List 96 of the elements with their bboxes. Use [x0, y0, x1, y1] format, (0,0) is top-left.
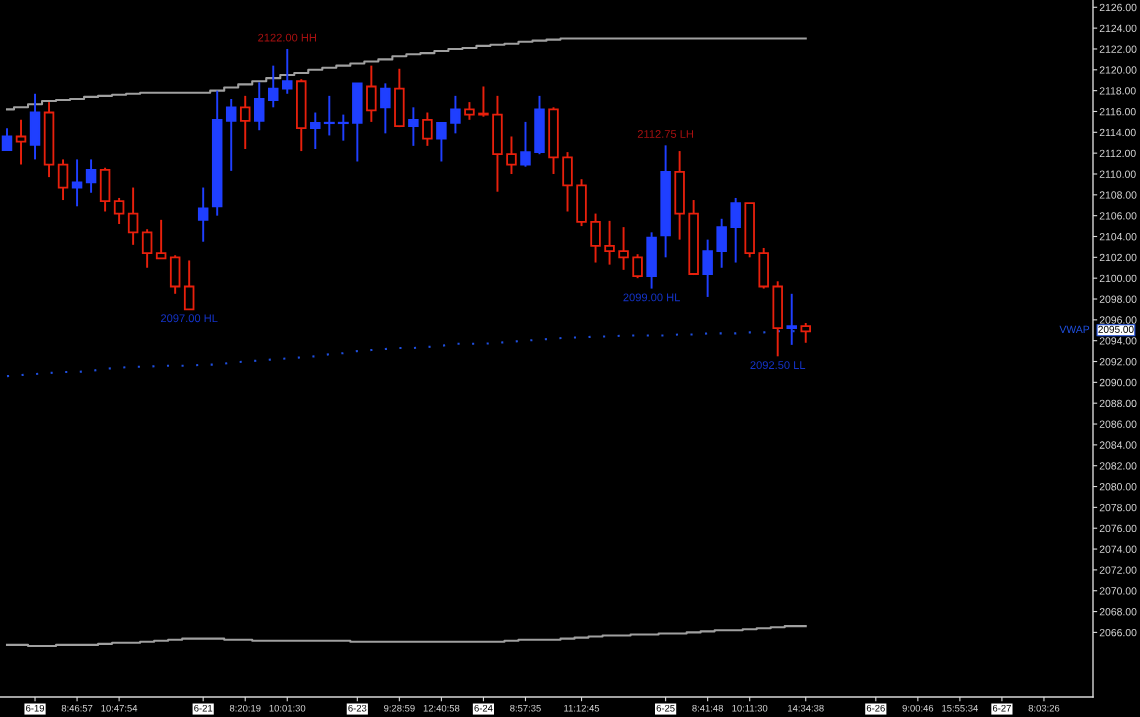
- y-tick-label: 2066.00: [1099, 628, 1137, 637]
- candlestick: [436, 121, 447, 163]
- annotation: 2092.50 LL: [750, 361, 806, 370]
- y-tick-label: 2088.00: [1099, 399, 1137, 408]
- x-tick-label: 10:01:30: [269, 704, 306, 712]
- candlestick: [183, 259, 195, 311]
- y-tick-label: 2074.00: [1099, 545, 1137, 553]
- x-tick-label: 15:55:34: [942, 704, 978, 712]
- annotation: 2112.75 LH: [637, 130, 694, 138]
- candlestick: [197, 186, 209, 243]
- y-tick-label: 2100.00: [1099, 274, 1137, 283]
- candlestick: [310, 111, 321, 150]
- annotation: 2097.00 HL: [161, 314, 218, 323]
- y-tick-label: 2086.00: [1099, 420, 1137, 428]
- y-tick-label: 2118.00: [1099, 87, 1136, 95]
- candlestick: [57, 158, 69, 202]
- annotation: 2122.00 HH: [258, 33, 317, 42]
- candlestick: [506, 135, 517, 175]
- x-tick-label: 9:00:46: [902, 704, 934, 712]
- candlestick: [632, 253, 643, 280]
- candlestick: [323, 94, 335, 137]
- x-tick-label: 8:03:26: [1028, 704, 1060, 712]
- y-tick-label: 2126.00: [1099, 3, 1137, 12]
- candlestick: [702, 238, 713, 298]
- y-tick-label: 2094.00: [1099, 337, 1137, 345]
- candlestick: [155, 218, 167, 260]
- x-tick-label: 10:11:30: [732, 704, 768, 712]
- x-tick-label: 6-23: [348, 704, 367, 712]
- candlestick: [450, 94, 461, 135]
- y-tick-label: 2122.00: [1099, 45, 1137, 53]
- x-tick-label: 6-19: [26, 704, 45, 712]
- x-tick-label: 8:57:35: [510, 704, 541, 712]
- y-tick-label: 2106.00: [1099, 212, 1137, 220]
- candlestick: [716, 217, 727, 269]
- annotation: 2099.00 HL: [623, 293, 680, 302]
- y-tick-label: 2080.00: [1099, 483, 1137, 491]
- candlestick: [337, 113, 349, 142]
- x-tick-label: 11:12:45: [564, 704, 600, 712]
- candlestick: [239, 94, 251, 150]
- y-tick-label: 2098.00: [1099, 295, 1137, 303]
- y-tick-label: 2070.00: [1099, 587, 1137, 595]
- candlestick: [225, 98, 237, 172]
- y-tick-label: 2124.00: [1099, 24, 1137, 33]
- x-tick-label: 8:46:57: [61, 704, 93, 712]
- candlestick: [253, 81, 265, 132]
- y-tick-label: 2116.00: [1099, 107, 1136, 116]
- candlestick: [1, 127, 13, 151]
- y-tick-label: 2096.00: [1099, 316, 1137, 324]
- candlestick: [730, 196, 741, 264]
- candlestick: [282, 48, 293, 95]
- candlestick: [366, 64, 377, 123]
- y-tick-label: 2102.00: [1099, 253, 1137, 262]
- x-tick-label: 12:40:58: [423, 704, 460, 712]
- x-tick-label: 6-26: [866, 704, 885, 712]
- candlestick: [15, 118, 27, 166]
- x-tick-label: 10:47:54: [101, 704, 138, 712]
- candlestick: [800, 322, 811, 344]
- candlestick: [604, 219, 615, 266]
- candlestick: [786, 292, 797, 346]
- x-tick-label: 6-25: [656, 704, 675, 712]
- y-tick-label: 2112.00: [1099, 149, 1136, 158]
- y-tick-label: 2104.00: [1099, 233, 1137, 241]
- candlestick: [127, 186, 139, 246]
- y-tick-label: 2090.00: [1099, 378, 1137, 387]
- candlestick: [408, 106, 419, 147]
- candlestick: [520, 120, 531, 168]
- candlestick: [422, 111, 433, 147]
- y-tick-label: 2120.00: [1099, 66, 1137, 74]
- candlestick: [141, 228, 153, 269]
- candlestick: [113, 196, 125, 225]
- legend-label: VWAP: [1059, 325, 1090, 333]
- text: 2095.00: [1098, 325, 1134, 333]
- y-tick-label: 2110.00: [1099, 170, 1136, 178]
- y-tick-label: 2078.00: [1099, 503, 1137, 512]
- y-tick-label: 2084.00: [1099, 441, 1137, 449]
- candlestick: [380, 82, 391, 135]
- candlestick: [268, 64, 279, 109]
- x-tick-label: 6-24: [474, 704, 493, 712]
- y-tick-label: 2114.00: [1099, 128, 1136, 137]
- x-tick-label: 6-21: [194, 704, 213, 712]
- y-tick-label: 2068.00: [1099, 608, 1137, 616]
- x-tick-label: 8:41:48: [692, 704, 723, 712]
- x-tick-label: 6-27: [992, 704, 1011, 712]
- candlestick: [590, 212, 601, 264]
- candlestick: [71, 158, 83, 208]
- y-tick-label: 2072.00: [1099, 566, 1137, 574]
- candlestick: [85, 158, 97, 194]
- y-tick-label: 2082.00: [1099, 462, 1137, 470]
- y-tick-label: 2108.00: [1099, 191, 1137, 199]
- candlestick: [478, 85, 489, 118]
- y-tick-label: 2076.00: [1099, 524, 1137, 533]
- candlestick: [618, 226, 629, 271]
- y-tick-label: 2092.00: [1099, 358, 1137, 366]
- x-tick-label: 9:28:59: [384, 704, 415, 712]
- x-tick-label: 8:20:19: [229, 704, 261, 712]
- x-tick-label: 14:34:38: [788, 704, 824, 712]
